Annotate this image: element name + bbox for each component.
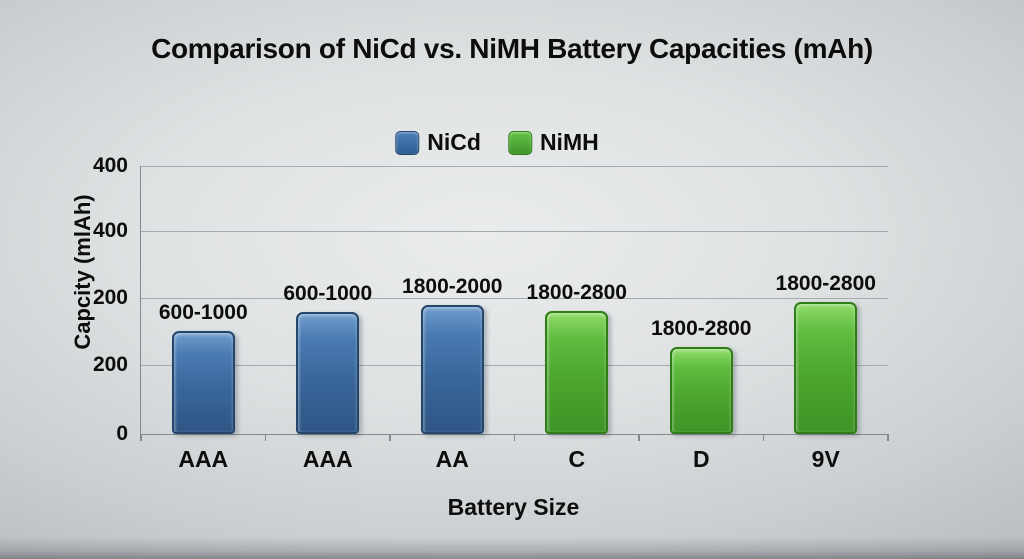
x-tick-label-9v: 9V (811, 446, 840, 472)
legend-label-nimh: NiMH (539, 129, 599, 155)
x-axis-tick (638, 434, 640, 441)
x-axis-tick (264, 434, 267, 441)
x-axis-title: Battery Size (447, 494, 580, 520)
chart-title: Comparison of NiCd vs. NiMH Battery Capa… (151, 33, 873, 64)
x-axis-tick (513, 434, 516, 441)
legend-label-nicd: NiCd (427, 129, 481, 155)
plot-area: 400 400 200 200 0 600-1000 AAA 600-1000 AAA 1800-… (93, 155, 889, 472)
y-tick-label: 400 (92, 154, 128, 177)
y-tick-label: 400 (92, 219, 128, 242)
bar-value-label: 1800-2800 (775, 272, 876, 295)
x-tick-label-aaa: AAA (178, 446, 229, 472)
x-tick-label-c: C (568, 446, 586, 472)
x-axis-tick (762, 434, 765, 441)
bar-d-nimh (669, 347, 733, 434)
nimh-swatch-icon (507, 130, 532, 155)
bar-value-label: 600-1000 (158, 301, 248, 324)
x-tick-label-aaa: AAA (302, 446, 353, 472)
x-tick-label-aa: AA (435, 446, 469, 472)
bar-aa-nicd (420, 305, 484, 434)
y-tick-label: 0 (116, 422, 128, 445)
x-axis-tick (887, 434, 889, 441)
gridline (141, 365, 888, 366)
gridline (141, 166, 888, 167)
bar-aaa-nicd (171, 331, 235, 434)
gridline (141, 231, 888, 232)
x-axis-tick (140, 434, 142, 441)
legend-item-nicd: NiCd (395, 129, 481, 156)
bar-c-nimh (545, 311, 609, 434)
bar-value-label: 600-1000 (283, 282, 373, 305)
x-axis-tick (389, 434, 391, 441)
y-tick-label: 200 (92, 286, 128, 309)
legend: NiCd NiMH (395, 129, 599, 156)
y-tick-label: 200 (92, 353, 128, 376)
bar-value-label: 1800-2800 (651, 317, 752, 340)
bar-value-label: 1800-2800 (526, 281, 627, 304)
legend-item-nimh: NiMH (507, 129, 599, 156)
bar-9v-nimh (794, 302, 858, 434)
gridline (141, 298, 888, 299)
y-axis-title: Capcity (mlAh) (70, 194, 95, 350)
bar-aaa-nicd (296, 312, 360, 434)
nicd-swatch-icon (395, 130, 420, 155)
x-tick-label-d: D (692, 446, 710, 472)
bar-value-label: 1800-2000 (402, 275, 503, 298)
